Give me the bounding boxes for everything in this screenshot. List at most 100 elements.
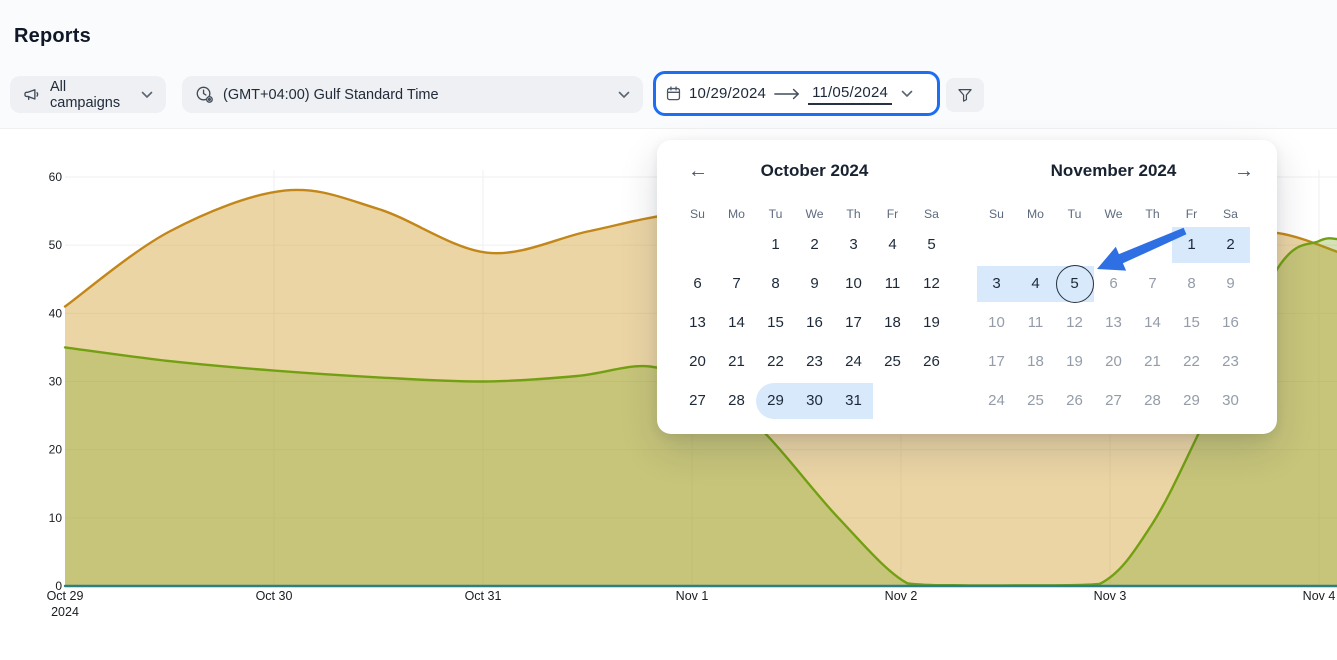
arrow-left-icon: ←: [688, 159, 708, 182]
month-grid-november: 1 2 3 4 5 6 7 8 9 10 11 12 13 14 15 16 17 18 19 20 21 22 23 24 2…: [977, 227, 1250, 419]
date-range-picker[interactable]: 10/29/2024 11/05/2024: [653, 71, 940, 116]
y-axis-tick-label: 50: [49, 238, 63, 252]
calendar-day[interactable]: 1: [1172, 227, 1211, 263]
calendar-day[interactable]: 5: [927, 236, 936, 253]
y-axis-tick-label: 30: [49, 375, 63, 389]
calendar-day[interactable]: 28: [728, 392, 745, 409]
calendar-day[interactable]: 23: [806, 353, 823, 370]
calendar-day[interactable]: 25: [884, 353, 901, 370]
calendar-day: 17: [988, 353, 1005, 370]
weekday-label: We: [1104, 207, 1123, 221]
funnel-icon: [957, 87, 973, 103]
calendar-day[interactable]: 3: [977, 266, 1016, 302]
date-range-start[interactable]: 10/29/2024: [689, 85, 767, 102]
calendar-day[interactable]: 29: [756, 383, 795, 419]
timezone-label: (GMT+04:00) Gulf Standard Time: [223, 86, 439, 103]
empty-day-cell: [717, 227, 756, 263]
weekday-label: Mo: [728, 207, 745, 221]
calendar-day[interactable]: 11: [884, 275, 901, 292]
timezone-select[interactable]: (GMT+04:00) Gulf Standard Time: [182, 76, 643, 113]
calendar-day[interactable]: 21: [728, 353, 745, 370]
calendar-day: 15: [1183, 314, 1200, 331]
calendar-day[interactable]: 10: [845, 275, 862, 292]
calendar-day: 24: [988, 392, 1005, 409]
calendar-day[interactable]: 31: [834, 383, 873, 419]
calendar-day: 28: [1144, 392, 1161, 409]
calendar-day[interactable]: 22: [767, 353, 784, 370]
page-title: Reports: [14, 25, 91, 47]
calendar-day[interactable]: 6: [693, 275, 702, 292]
calendar-day: 19: [1066, 353, 1083, 370]
calendar-day[interactable]: 14: [728, 314, 745, 331]
weekday-label: Su: [690, 207, 705, 221]
calendar-day[interactable]: 19: [923, 314, 940, 331]
x-axis-tick-label: Nov 4: [1303, 589, 1336, 603]
weekday-row: Su Mo Tu We Th Fr Sa: [977, 206, 1250, 222]
calendar-day[interactable]: 5: [1055, 265, 1094, 303]
calendar-day[interactable]: 8: [771, 275, 780, 292]
calendar-day: 10: [988, 314, 1005, 331]
calendar-day[interactable]: 9: [810, 275, 819, 292]
calendar-day: 20: [1105, 353, 1122, 370]
arrow-right-icon: [773, 87, 801, 101]
calendar-day: 23: [1222, 353, 1239, 370]
prev-month-button[interactable]: ←: [681, 157, 715, 185]
calendar-day[interactable]: 1: [771, 236, 780, 253]
chevron-down-icon: [901, 90, 913, 98]
calendar-day[interactable]: 26: [923, 353, 940, 370]
calendar-day[interactable]: 24: [845, 353, 862, 370]
calendar-day[interactable]: 20: [689, 353, 706, 370]
calendar-day[interactable]: 16: [806, 314, 823, 331]
y-axis-tick-label: 0: [55, 579, 62, 593]
chevron-down-icon: [618, 91, 630, 99]
empty-day-cell: [678, 227, 717, 263]
calendar-day: 25: [1027, 392, 1044, 409]
calendar-day[interactable]: 13: [689, 314, 706, 331]
calendar-day[interactable]: 27: [689, 392, 706, 409]
calendar-day[interactable]: 18: [884, 314, 901, 331]
calendar-day: 6: [1109, 275, 1118, 292]
weekday-label: Tu: [768, 207, 783, 221]
date-range-end[interactable]: 11/05/2024: [808, 83, 893, 105]
x-axis-tick-label: Nov 1: [676, 589, 709, 603]
calendar-day: 22: [1183, 353, 1200, 370]
month-title-november: November 2024: [1050, 161, 1177, 180]
calendar-popup: ← October 2024 November 2024 → Su Mo Tu We T…: [657, 140, 1277, 434]
calendar-day: 18: [1027, 353, 1044, 370]
campaigns-filter-button[interactable]: All campaigns: [10, 76, 166, 113]
weekday-label: Sa: [924, 207, 939, 221]
calendar-day: 11: [1027, 314, 1044, 331]
header-band: Reports All campaigns: [0, 0, 1337, 129]
calendar-day: 29: [1183, 392, 1200, 409]
empty-day-cell: [1055, 227, 1094, 263]
calendar-day[interactable]: 7: [732, 275, 741, 292]
calendar-day[interactable]: 17: [845, 314, 862, 331]
x-axis-tick-label: Nov 3: [1094, 589, 1127, 603]
weekday-label: We: [805, 207, 824, 221]
calendar-day[interactable]: 12: [923, 275, 940, 292]
calendar-day: 12: [1066, 314, 1083, 331]
calendar-day: 13: [1105, 314, 1122, 331]
calendar-day: 16: [1222, 314, 1239, 331]
calendar-day: 8: [1187, 275, 1196, 292]
calendar-day[interactable]: 4: [888, 236, 897, 253]
calendar-day[interactable]: 2: [810, 236, 819, 253]
calendar-day[interactable]: 3: [849, 236, 858, 253]
filter-button[interactable]: [946, 78, 984, 112]
x-axis-tick-label: Oct 31: [465, 589, 502, 603]
calendar-day[interactable]: 4: [1016, 266, 1055, 302]
x-axis-tick-label: Oct 29: [47, 589, 84, 603]
x-axis-tick-label: Nov 2: [885, 589, 918, 603]
calendar-day[interactable]: 15: [767, 314, 784, 331]
month-title-october: October 2024: [760, 161, 869, 180]
month-grid-october: 1 2 3 4 5 6 7 8 9 10 11 12 13 14 15 16 17 18 19 20 21 22 23 24 2…: [678, 227, 951, 419]
empty-day-cell: [1133, 227, 1172, 263]
calendar-day[interactable]: 30: [795, 383, 834, 419]
chevron-down-icon: [141, 91, 153, 99]
calendar-day[interactable]: 2: [1211, 227, 1250, 263]
y-axis-tick-label: 40: [49, 306, 63, 320]
next-month-button[interactable]: →: [1227, 157, 1261, 185]
arrow-right-icon: →: [1234, 159, 1254, 182]
weekday-label: Sa: [1223, 207, 1238, 221]
